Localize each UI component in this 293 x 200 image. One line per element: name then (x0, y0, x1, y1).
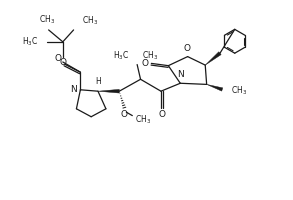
Text: CH$_3$: CH$_3$ (39, 13, 55, 26)
Text: O: O (183, 44, 190, 53)
Text: H$_3$C: H$_3$C (113, 50, 129, 62)
Polygon shape (205, 52, 221, 65)
Text: CH$_3$: CH$_3$ (81, 14, 98, 27)
Text: CH$_3$: CH$_3$ (231, 84, 247, 97)
Text: O: O (159, 110, 166, 119)
Text: O: O (121, 110, 128, 119)
Text: O: O (142, 59, 149, 68)
Text: CH$_3$: CH$_3$ (135, 114, 151, 126)
Text: N: N (177, 70, 184, 79)
Polygon shape (98, 89, 119, 93)
Text: CH$_3$: CH$_3$ (142, 49, 159, 62)
Text: H: H (96, 77, 101, 86)
Text: N: N (70, 85, 77, 94)
Text: H$_3$C: H$_3$C (22, 36, 38, 48)
Text: O: O (59, 58, 66, 67)
Text: O: O (55, 54, 62, 63)
Polygon shape (207, 84, 223, 91)
